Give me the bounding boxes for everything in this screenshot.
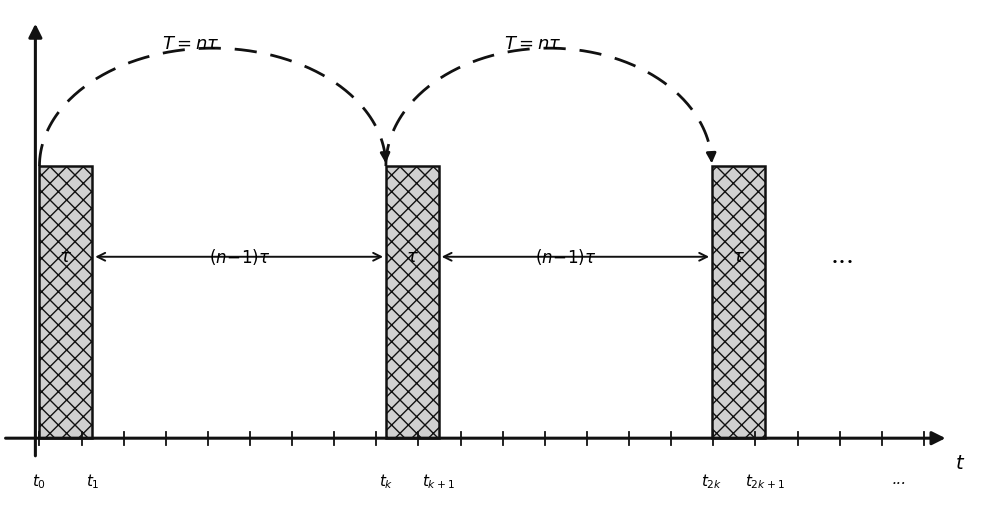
Text: ...: ... <box>892 473 907 487</box>
Text: $T = n\tau$: $T = n\tau$ <box>504 35 561 52</box>
Text: $t_k$: $t_k$ <box>379 473 393 491</box>
Text: $\tau$: $\tau$ <box>406 248 419 266</box>
Text: $\tau$: $\tau$ <box>732 248 745 266</box>
Text: $t_{k+1}$: $t_{k+1}$ <box>422 473 455 491</box>
Bar <box>386 166 439 438</box>
Text: $T = n\tau$: $T = n\tau$ <box>162 35 219 52</box>
Text: $(n\!-\!1)\tau$: $(n\!-\!1)\tau$ <box>535 247 596 267</box>
Text: $t_{2k}$: $t_{2k}$ <box>701 473 723 491</box>
Text: $t_1$: $t_1$ <box>86 473 99 491</box>
Bar <box>712 166 765 438</box>
Text: ...: ... <box>830 245 854 268</box>
Text: $t_{2k+1}$: $t_{2k+1}$ <box>745 473 785 491</box>
Text: $(n\!-\!1)\tau$: $(n\!-\!1)\tau$ <box>209 247 270 267</box>
Text: $t_0$: $t_0$ <box>32 473 47 491</box>
Bar <box>39 166 92 438</box>
Text: $\tau$: $\tau$ <box>59 248 72 266</box>
Text: $t$: $t$ <box>955 455 966 472</box>
